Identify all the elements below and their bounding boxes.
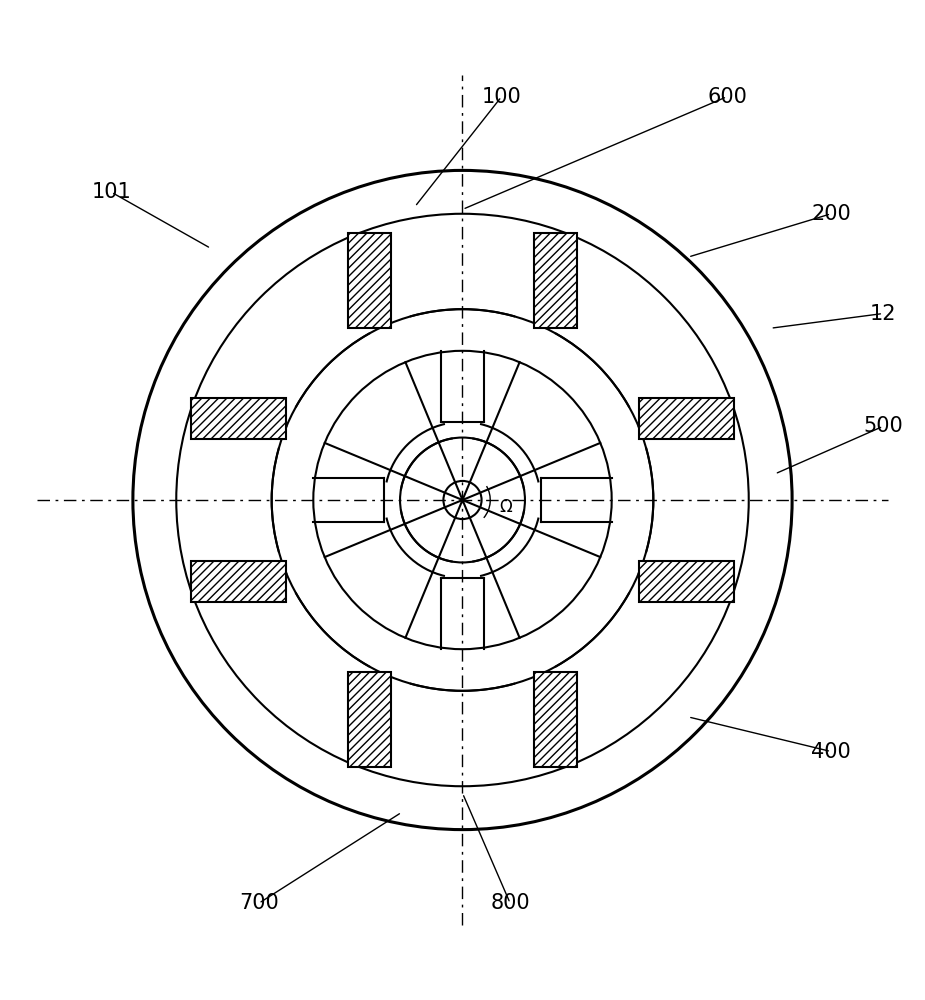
Text: 500: 500 [863, 416, 903, 436]
Text: $\Omega$: $\Omega$ [499, 498, 513, 516]
Text: 600: 600 [707, 87, 747, 107]
Text: 101: 101 [92, 182, 131, 202]
Bar [191, 398, 286, 439]
Bar [534, 672, 577, 767]
Text: 800: 800 [490, 893, 530, 913]
Text: 700: 700 [239, 893, 278, 913]
Bar [191, 561, 286, 602]
Text: 200: 200 [811, 204, 851, 224]
Bar [639, 561, 734, 602]
Bar [348, 233, 391, 328]
Text: 100: 100 [482, 87, 522, 107]
Bar [348, 672, 391, 767]
Bar [534, 233, 577, 328]
Text: 12: 12 [870, 304, 896, 324]
Text: 400: 400 [811, 742, 851, 762]
Bar [639, 398, 734, 439]
